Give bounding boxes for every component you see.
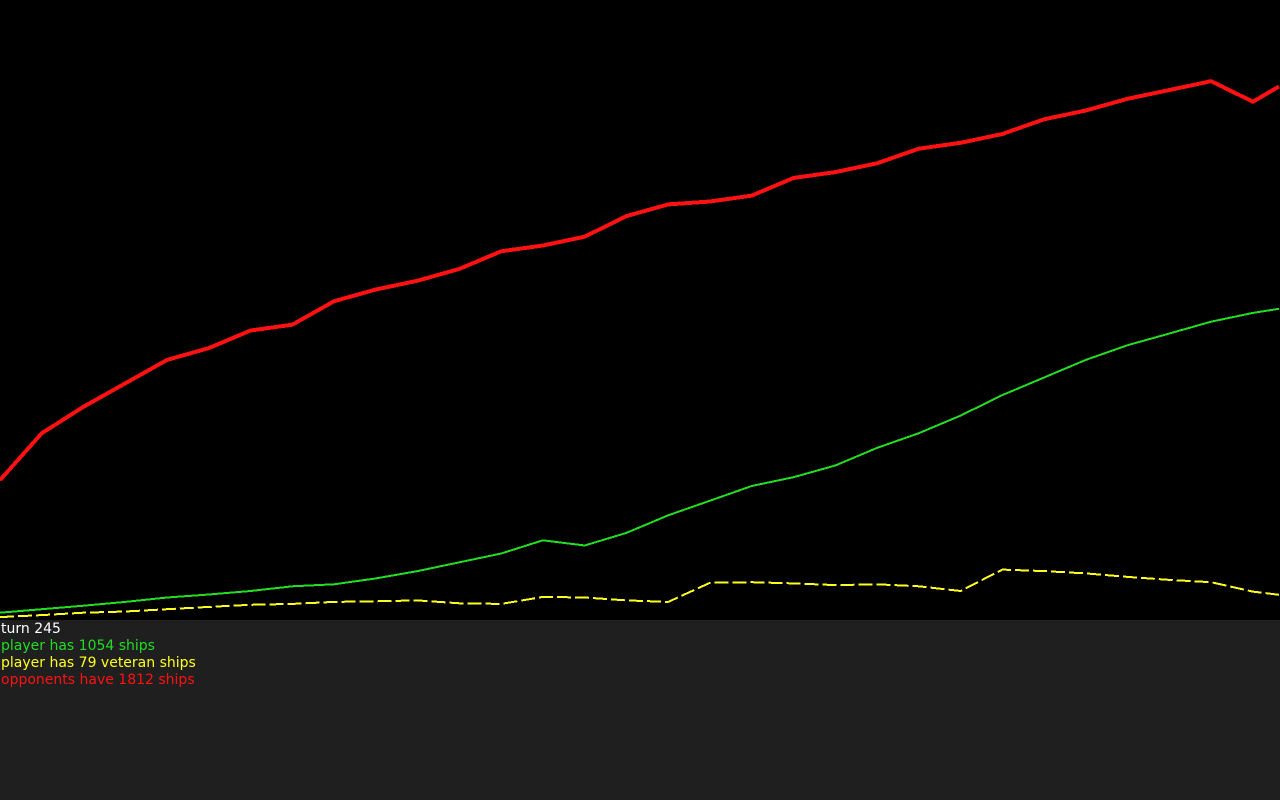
player-ships-label: player has 1054 ships: [1, 638, 155, 654]
turn-counter: turn 245: [1, 621, 61, 637]
veteran-series-line: [0, 568, 1280, 619]
opponent-ships-label: opponents have 1812 ships: [1, 672, 195, 688]
status-panel: turn 245 player has 1054 ships player ha…: [0, 620, 1280, 800]
player-series-line: [0, 307, 1280, 614]
opponents-series-line: [0, 79, 1280, 482]
veteran-ships-label: player has 79 veteran ships: [1, 655, 196, 671]
series-layer: [0, 79, 1280, 619]
ship-history-chart: [0, 79, 1280, 619]
